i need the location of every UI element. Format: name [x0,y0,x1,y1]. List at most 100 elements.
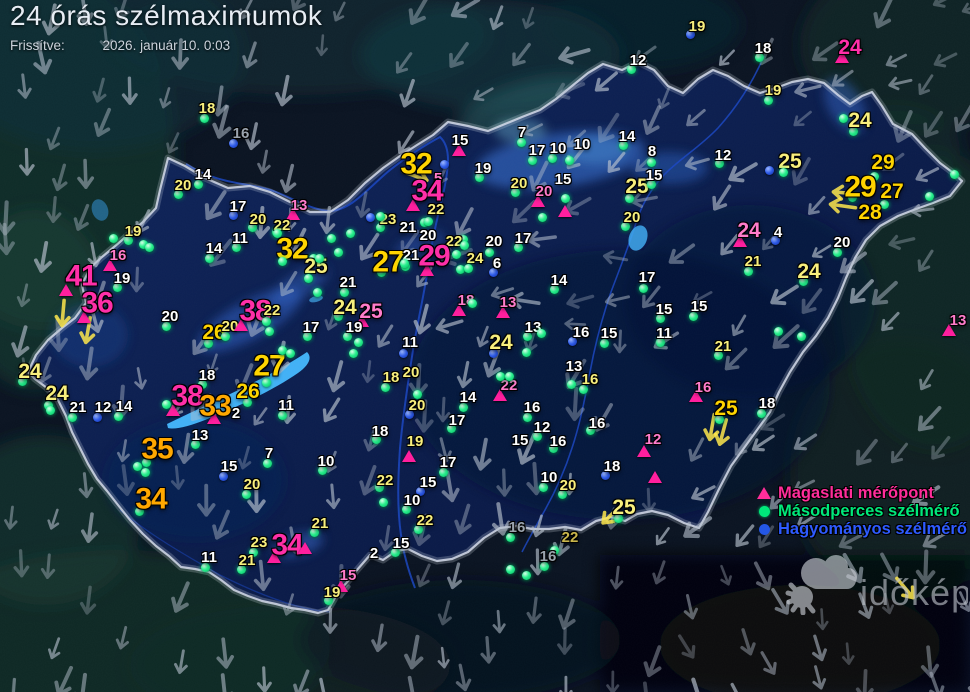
station-wind-max-label[interactable]: 16 [588,414,606,432]
station-wind-max-label[interactable]: 19 [113,269,131,287]
station-wind-max-label[interactable]: 26 [202,321,226,345]
green-circle-marker[interactable] [345,228,355,238]
green-circle-marker[interactable] [532,431,542,441]
green-circle-marker[interactable] [376,267,386,277]
pink-triangle-marker[interactable] [648,471,662,483]
pink-triangle-marker[interactable] [334,580,348,592]
green-circle-marker[interactable] [522,412,532,422]
green-circle-marker[interactable] [242,397,252,407]
station-wind-max-label[interactable]: 27 [880,180,904,204]
station-wind-max-label[interactable]: 29 [871,151,895,175]
station-wind-max-label[interactable]: 12 [644,430,662,448]
station-wind-max-label[interactable]: 21 [238,551,256,569]
pink-triangle-marker[interactable] [420,264,434,276]
green-circle-marker[interactable] [557,489,567,499]
green-circle-marker[interactable] [277,256,287,266]
green-circle-marker[interactable] [123,235,133,245]
green-circle-marker[interactable] [495,371,505,381]
green-circle-marker[interactable] [113,411,123,421]
station-wind-max-label[interactable]: 22 [445,232,463,250]
green-circle-marker[interactable] [272,228,282,238]
station-wind-max-label[interactable]: 15 [690,297,708,315]
green-circle-marker[interactable] [510,187,520,197]
green-circle-marker[interactable] [539,561,549,571]
green-circle-marker[interactable] [134,506,144,516]
station-wind-max-label[interactable]: 17 [229,197,247,215]
station-wind-max-label[interactable]: 18 [371,422,389,440]
green-circle-marker[interactable] [173,189,183,199]
station-wind-max-label[interactable]: 18 [603,457,621,475]
pink-triangle-marker[interactable] [558,205,572,217]
station-wind-max-label[interactable]: 12 [94,398,112,416]
station-wind-max-label[interactable]: 22 [416,511,434,529]
station-wind-max-label[interactable]: 11 [232,229,248,247]
blue-circle-marker[interactable] [685,29,695,39]
green-circle-marker[interactable] [193,179,203,189]
station-wind-max-label[interactable]: 24 [489,331,513,355]
station-wind-max-label[interactable]: 24 [333,296,357,320]
station-wind-max-label[interactable]: 19 [406,432,424,450]
green-circle-marker[interactable] [618,140,628,150]
station-wind-max-label[interactable]: 19 [688,17,706,35]
station-wind-max-label[interactable]: 27 [253,349,285,383]
blue-circle-marker[interactable] [600,470,610,480]
pink-triangle-marker[interactable] [286,208,300,220]
green-circle-marker[interactable] [838,113,848,123]
green-circle-marker[interactable] [17,376,27,386]
station-wind-max-label[interactable]: 16 [232,124,250,142]
station-wind-max-label[interactable]: 14 [194,165,212,183]
station-wind-max-label[interactable]: 12 [714,146,732,164]
green-circle-marker[interactable] [522,331,532,341]
station-wind-max-label[interactable]: 2 [231,404,241,422]
green-circle-marker[interactable] [138,239,148,249]
green-circle-marker[interactable] [261,377,271,387]
station-wind-max-label[interactable]: 10 [540,468,558,486]
green-circle-marker[interactable] [353,337,363,347]
green-circle-marker[interactable] [688,311,698,321]
green-circle-marker[interactable] [348,348,358,358]
green-circle-marker[interactable] [141,457,151,467]
green-circle-marker[interactable] [401,504,411,514]
blue-circle-marker[interactable] [228,210,238,220]
green-circle-marker[interactable] [536,328,546,338]
pink-triangle-marker[interactable] [452,304,466,316]
green-circle-marker[interactable] [199,113,209,123]
pink-triangle-marker[interactable] [298,542,312,554]
station-wind-max-label[interactable]: 25 [625,175,649,199]
station-wind-max-label[interactable]: 15 [451,131,469,149]
green-circle-marker[interactable] [161,399,171,409]
green-circle-marker[interactable] [285,348,295,358]
station-wind-max-label[interactable]: 10 [403,491,421,509]
green-circle-marker[interactable] [390,547,400,557]
blue-circle-marker[interactable] [404,409,414,419]
green-circle-marker[interactable] [513,242,523,252]
station-wind-max-label[interactable]: 20 [833,233,851,251]
green-circle-marker[interactable] [458,234,468,244]
station-wind-max-label[interactable]: 13 [191,426,209,444]
green-circle-marker[interactable] [484,247,494,257]
green-circle-marker[interactable] [474,172,484,182]
pink-triangle-marker[interactable] [402,450,416,462]
pink-triangle-marker[interactable] [77,311,91,323]
station-wind-max-label[interactable]: 34 [135,482,167,516]
station-wind-max-label[interactable]: 15 [220,457,238,475]
green-circle-marker[interactable] [241,489,251,499]
green-circle-marker[interactable] [220,331,230,341]
green-circle-marker[interactable] [467,298,477,308]
green-circle-marker[interactable] [43,400,53,410]
blue-circle-marker[interactable] [567,336,577,346]
green-circle-marker[interactable] [309,527,319,537]
green-circle-marker[interactable] [743,266,753,276]
green-circle-marker[interactable] [879,199,889,209]
station-wind-max-label[interactable]: 19 [124,222,142,240]
station-wind-max-label[interactable]: 13 [290,196,308,214]
station-wind-max-label[interactable]: 15 [339,566,357,584]
station-wind-max-label[interactable]: 10 [317,452,335,470]
blue-circle-marker[interactable] [439,159,449,169]
green-circle-marker[interactable] [869,171,879,181]
station-wind-max-label[interactable]: 13 [499,293,517,311]
station-wind-max-label[interactable]: 21 [311,514,329,532]
station-wind-max-label[interactable]: 21 [69,398,87,416]
station-wind-max-label[interactable]: 17 [302,318,320,336]
station-wind-max-label[interactable]: 17 [514,229,532,247]
